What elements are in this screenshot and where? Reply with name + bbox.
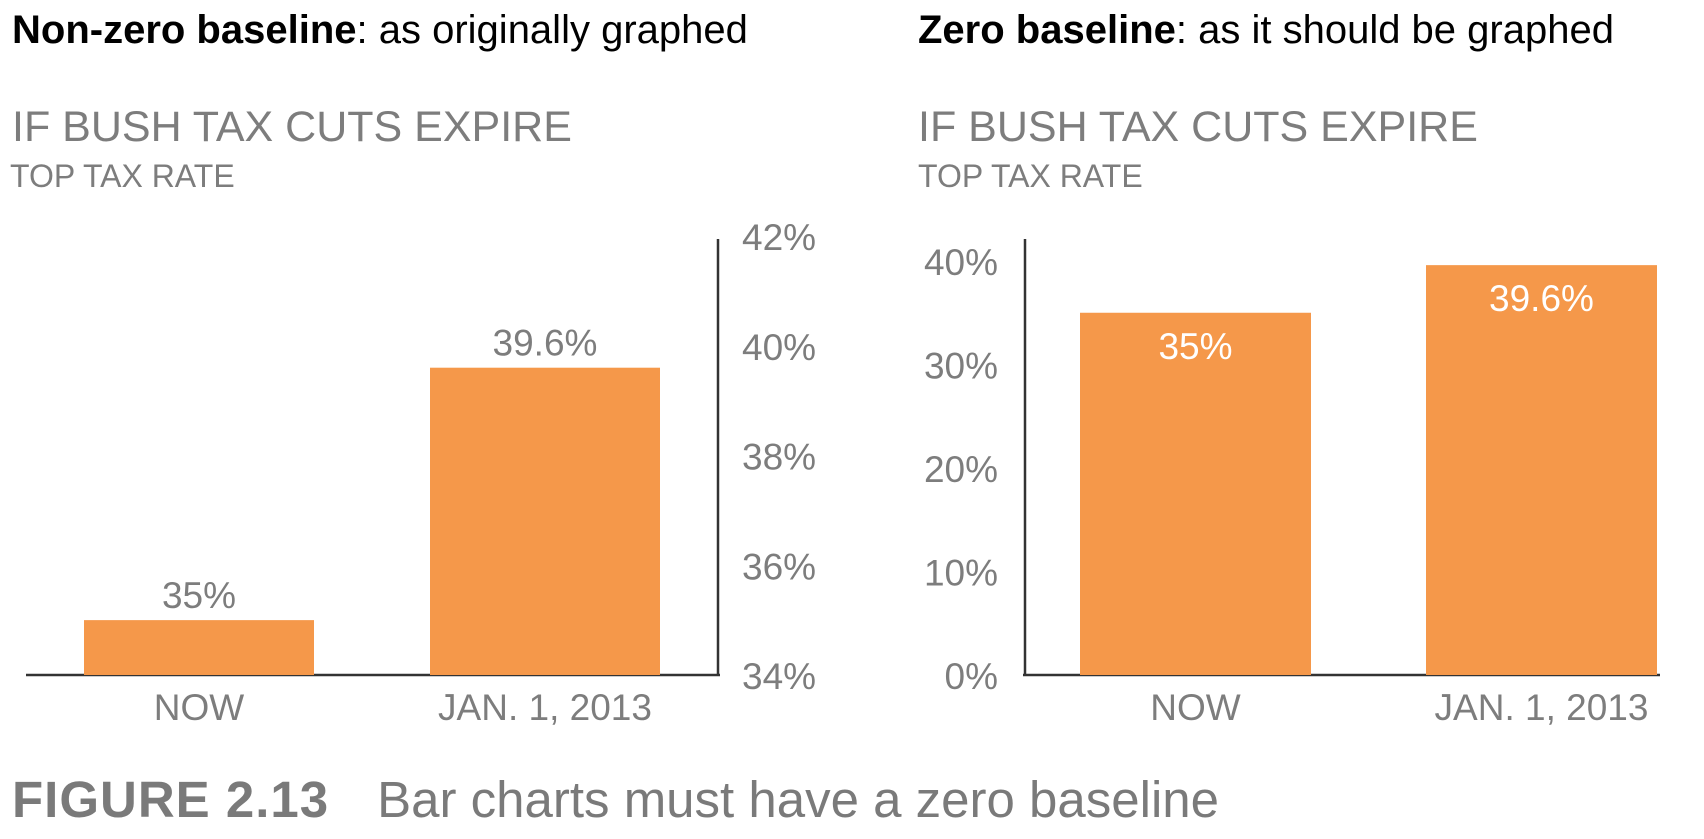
- y-tick-label: 34%: [742, 656, 816, 697]
- y-tick-label: 10%: [924, 553, 998, 594]
- bar: [1080, 312, 1311, 675]
- x-tick-label: NOW: [154, 687, 245, 728]
- x-tick-label: JAN. 1, 2013: [438, 687, 652, 728]
- bar-value-label: 35%: [162, 575, 236, 616]
- bar-value-label: 39.6%: [1489, 278, 1594, 319]
- y-tick-label: 40%: [742, 327, 816, 368]
- bar-value-label: 35%: [1158, 326, 1232, 367]
- y-tick-label: 20%: [924, 449, 998, 490]
- right-chart-title: IF BUSH TAX CUTS EXPIRE: [918, 103, 1478, 151]
- right-heading-rest: : as it should be graphed: [1175, 8, 1614, 52]
- y-tick-label: 36%: [742, 546, 816, 587]
- bar-value-label: 39.6%: [493, 323, 598, 364]
- left-panel-heading: Non-zero baseline: as originally graphed: [12, 8, 748, 53]
- bar: [430, 367, 660, 675]
- y-tick-label: 40%: [924, 242, 998, 283]
- x-tick-label: NOW: [1150, 687, 1241, 728]
- figure-caption: FIGURE 2.13 Bar charts must have a zero b…: [12, 770, 1219, 829]
- left-heading-bold: Non-zero baseline: [12, 8, 357, 52]
- figure-caption-text: Bar charts must have a zero baseline: [377, 771, 1220, 828]
- y-tick-label: 30%: [924, 346, 998, 387]
- left-chart-title: IF BUSH TAX CUTS EXPIRE: [12, 103, 572, 151]
- nonzero-baseline-bar-chart: 34% 36% 38% 40% 42% 35% NOW 39.6% JAN. 1, 2013: [26, 217, 816, 728]
- bar: [1426, 265, 1657, 675]
- y-tick-label: 42%: [742, 217, 816, 258]
- right-heading-bold: Zero baseline: [918, 8, 1176, 52]
- bar: [84, 620, 314, 675]
- zero-baseline-bar-chart: 0% 10% 20% 30% 40% 35% NOW 39.6% JAN. 1, 2013: [924, 239, 1660, 728]
- x-tick-label: JAN. 1, 2013: [1435, 687, 1649, 728]
- right-panel-heading: Zero baseline: as it should be graphed: [918, 8, 1614, 53]
- y-tick-label: 0%: [945, 656, 998, 697]
- left-chart-subtitle: TOP TAX RATE: [10, 158, 235, 194]
- left-heading-rest: : as originally graphed: [356, 8, 748, 52]
- right-chart-subtitle: TOP TAX RATE: [918, 158, 1143, 194]
- y-tick-label: 38%: [742, 437, 816, 478]
- figure-label: FIGURE 2.13: [12, 771, 330, 828]
